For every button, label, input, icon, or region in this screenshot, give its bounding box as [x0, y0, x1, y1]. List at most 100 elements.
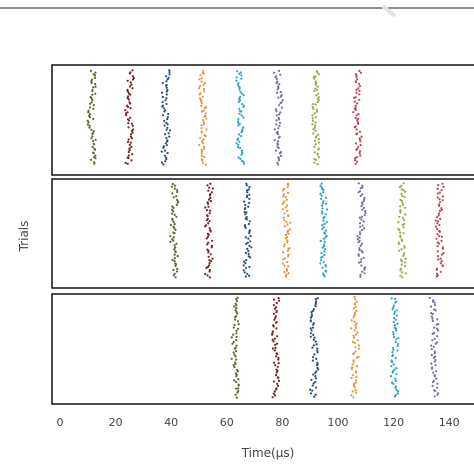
spike-point: [91, 135, 94, 138]
spike-point: [312, 309, 315, 313]
spike-point: [437, 214, 440, 217]
spike-point: [279, 154, 283, 157]
spike-point: [277, 136, 280, 139]
spike-point: [317, 92, 320, 95]
spike-point: [176, 198, 179, 201]
spike-point: [174, 251, 177, 254]
spike-point: [240, 103, 244, 106]
spike-point: [126, 140, 130, 143]
spike-point: [324, 213, 327, 216]
spike-point: [127, 150, 130, 154]
spike-point: [274, 321, 278, 324]
spike-point: [210, 191, 213, 194]
spike-point: [204, 225, 207, 228]
spike-point: [247, 237, 250, 240]
spike-point: [354, 73, 357, 76]
spike-point: [313, 161, 316, 164]
spike-point: [232, 340, 235, 343]
spike-point: [324, 202, 327, 205]
spike-point: [398, 249, 401, 252]
spike-point: [402, 232, 405, 235]
spike-point: [168, 69, 171, 72]
spike-point: [176, 255, 179, 258]
spike-point: [244, 236, 247, 239]
spike-point: [352, 316, 355, 319]
spike-point: [358, 150, 362, 153]
spike-point: [244, 262, 247, 265]
spike-point: [283, 264, 286, 267]
spike-point: [355, 114, 358, 117]
spike-point: [360, 201, 364, 204]
spike-point: [165, 93, 168, 96]
spike-point: [351, 366, 354, 369]
spike-point: [93, 76, 97, 79]
spike-point: [244, 251, 247, 255]
spike-point: [167, 112, 170, 116]
spike-point: [166, 152, 169, 155]
spike-point: [200, 127, 203, 130]
spike-point: [202, 72, 205, 75]
spike-point: [314, 371, 317, 374]
spike-point: [309, 335, 312, 338]
spike-point: [316, 297, 319, 300]
spike-point: [314, 75, 317, 78]
spike-point: [316, 351, 319, 354]
spike-point: [314, 303, 317, 306]
spike-point: [312, 382, 315, 385]
spike-point: [207, 255, 210, 258]
spike-point: [161, 81, 164, 84]
spike-point: [273, 139, 276, 142]
spike-point: [437, 183, 440, 187]
spike-point: [278, 124, 281, 127]
spike-point: [355, 300, 358, 303]
spike-point: [242, 264, 245, 267]
spike-point: [272, 340, 275, 343]
spike-point: [434, 364, 437, 367]
spike-point: [357, 87, 360, 90]
spike-point: [439, 200, 442, 204]
spike-point: [323, 240, 326, 243]
spike-point: [361, 208, 364, 211]
spike-point: [173, 253, 176, 256]
spike-point: [322, 226, 325, 229]
spike-point: [428, 296, 431, 299]
spike-point: [232, 333, 235, 336]
spike-point: [358, 231, 362, 234]
spike-point: [279, 102, 282, 105]
spike-point: [313, 395, 316, 398]
spike-point: [350, 394, 353, 397]
spike-point: [309, 388, 312, 391]
spike-point: [437, 212, 441, 215]
spike-point: [400, 263, 403, 266]
spike-point: [206, 184, 209, 187]
spike-point: [130, 137, 134, 140]
spike-point: [234, 316, 237, 319]
spike-point: [92, 86, 95, 89]
spike-point: [363, 196, 366, 200]
spike-point: [282, 195, 285, 198]
spike-point: [246, 191, 249, 194]
spike-point: [432, 356, 435, 359]
spike-point: [392, 304, 395, 307]
spike-point: [276, 145, 279, 148]
spike-point: [354, 104, 357, 107]
spike-point: [322, 243, 326, 246]
spike-point: [317, 99, 320, 102]
spike-point: [356, 235, 359, 238]
spike-point: [208, 264, 211, 267]
x-tick-label: 40: [164, 416, 178, 429]
spike-point: [238, 133, 241, 136]
spike-point: [360, 215, 363, 218]
spike-point: [172, 236, 175, 239]
spike-point: [286, 186, 289, 189]
spike-point: [126, 79, 129, 82]
spike-point: [399, 258, 402, 261]
spike-point: [200, 124, 203, 127]
spike-point: [361, 193, 364, 196]
spike-point: [315, 88, 319, 91]
spike-point: [395, 309, 398, 312]
spike-point: [431, 384, 434, 387]
spike-point: [86, 123, 89, 126]
spike-point: [309, 392, 313, 395]
spike-point: [431, 317, 434, 320]
